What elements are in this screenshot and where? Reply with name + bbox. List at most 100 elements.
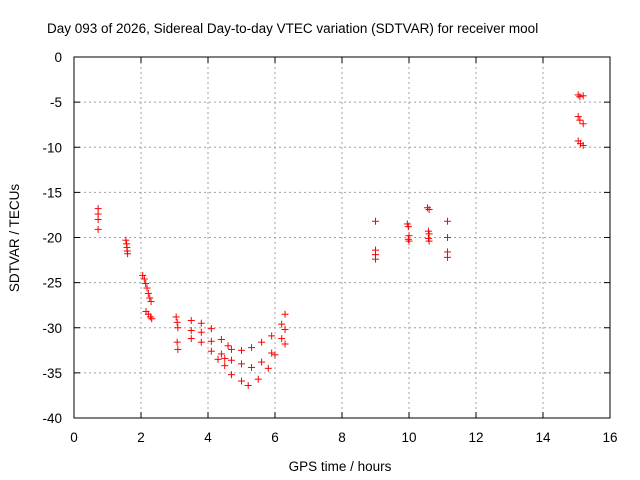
x-tick-label: 2 (137, 430, 145, 445)
data-point (278, 335, 286, 343)
data-point (258, 338, 266, 346)
data-point (207, 347, 215, 355)
y-tick-label: -35 (42, 366, 62, 381)
data-point (372, 217, 379, 225)
y-axis-label: SDTVAR / TECUs (7, 184, 22, 293)
data-point (207, 337, 215, 345)
data-point (122, 236, 130, 244)
data-point (425, 230, 433, 238)
data-point (404, 223, 412, 231)
data-point (281, 310, 289, 318)
y-tick-label: -5 (50, 95, 62, 110)
data-point (187, 335, 195, 343)
data-point (94, 225, 102, 233)
data-point (404, 235, 412, 243)
data-point (576, 93, 584, 101)
tick-labels: 0 2 4 6 8 10 12 14 16 0 -5 -10 -15 -20 -25 -30 -35 -40 (42, 50, 617, 445)
data-point (444, 217, 452, 225)
x-tick-label: 14 (535, 430, 551, 445)
y-tick-label: -25 (42, 276, 62, 291)
data-point (574, 113, 582, 121)
data-point (576, 116, 584, 124)
x-tick-label: 12 (468, 430, 483, 445)
x-axis-label: GPS time / hours (289, 459, 392, 474)
data-point (221, 354, 229, 362)
data-point (248, 363, 256, 371)
y-tick-label: -10 (42, 140, 62, 155)
x-tick-label: 4 (204, 430, 212, 445)
data-point (258, 358, 266, 366)
data-point (579, 92, 587, 100)
data-point (444, 253, 452, 261)
y-tick-label: -40 (42, 411, 62, 426)
plot-frame (73, 56, 611, 419)
data-point (227, 371, 235, 379)
data-point (281, 326, 289, 334)
data-point (281, 340, 289, 348)
data-point (254, 375, 262, 383)
data-point (140, 275, 148, 283)
y-tick-label: -15 (42, 185, 62, 200)
data-point (146, 313, 154, 321)
chart-title: Day 093 of 2026, Sidereal Day-to-day VTE… (47, 21, 538, 36)
data-point (268, 349, 276, 357)
y-tick-label: -30 (42, 321, 62, 336)
data-point (278, 320, 286, 328)
data-point (142, 280, 150, 288)
data-point (173, 338, 181, 346)
x-tick-label: 6 (271, 430, 279, 445)
data-point (197, 319, 205, 327)
data-point (238, 377, 245, 385)
data-point (207, 325, 215, 333)
data-point (124, 250, 132, 258)
data-point (197, 328, 205, 336)
data-point (248, 344, 256, 352)
data-point (214, 355, 222, 363)
data-point (425, 237, 433, 245)
data-point (144, 289, 152, 297)
data-point (224, 342, 232, 350)
grid-lines (74, 57, 610, 418)
data-point (187, 317, 195, 325)
data-point (173, 318, 181, 326)
data-point (268, 332, 276, 340)
data-point (143, 284, 151, 292)
data-point (372, 255, 379, 263)
data-point (579, 141, 587, 149)
x-tick-label: 8 (338, 430, 346, 445)
data-point (217, 350, 225, 358)
data-point (423, 204, 431, 212)
data-point (444, 234, 452, 241)
data-points (94, 91, 587, 390)
data-point (238, 360, 245, 368)
data-point (271, 351, 279, 359)
data-point (244, 382, 252, 390)
x-tick-label: 16 (602, 430, 617, 445)
data-point (146, 294, 154, 302)
data-point (238, 346, 245, 354)
data-point (579, 120, 587, 128)
data-point (264, 364, 272, 372)
y-tick-label: -20 (42, 231, 62, 246)
x-tick-label: 0 (70, 430, 78, 445)
data-point (197, 338, 205, 346)
data-point (174, 345, 182, 353)
data-point (217, 335, 225, 343)
data-point (139, 271, 147, 279)
data-point (425, 206, 433, 214)
data-point (174, 324, 182, 332)
data-point (148, 315, 156, 323)
data-point (187, 326, 195, 334)
data-point (147, 298, 155, 306)
data-point (94, 215, 102, 223)
data-point (227, 345, 235, 353)
data-point (405, 237, 413, 245)
data-point (227, 356, 235, 364)
data-point (221, 362, 229, 370)
y-tick-label: 0 (54, 50, 62, 65)
data-point (172, 313, 180, 321)
data-point (574, 91, 582, 99)
x-tick-label: 10 (401, 430, 416, 445)
